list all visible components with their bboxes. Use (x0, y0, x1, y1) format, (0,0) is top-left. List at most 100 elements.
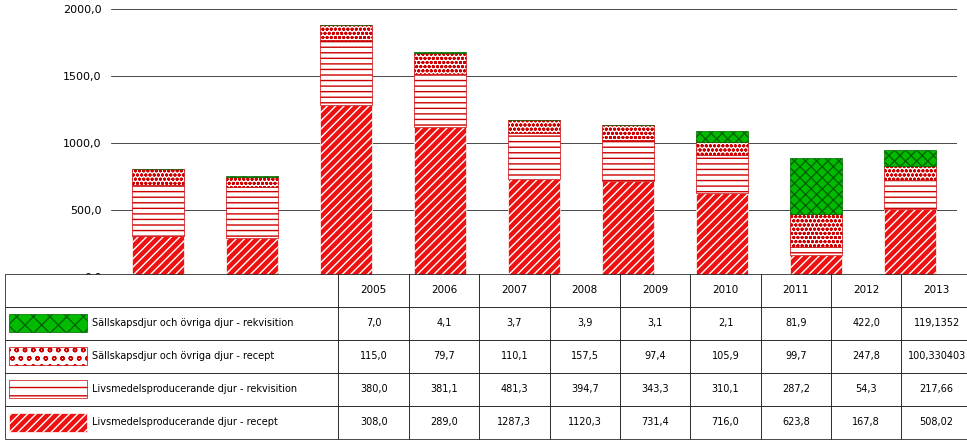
Bar (338, 340, 409, 373)
Bar (415, 74, 466, 127)
Bar (338, 274, 409, 307)
Bar (480, 373, 549, 406)
Bar (132, 185, 184, 236)
Text: 310,1: 310,1 (712, 384, 740, 394)
Bar (480, 340, 549, 373)
Bar (901, 307, 967, 340)
Bar (320, 105, 372, 277)
Text: 115,0: 115,0 (360, 351, 388, 361)
Bar (761, 274, 831, 307)
Text: 167,8: 167,8 (852, 417, 880, 427)
Text: 2009: 2009 (642, 285, 668, 295)
Bar (690, 274, 761, 307)
Bar (901, 340, 967, 373)
Text: 54,3: 54,3 (856, 384, 877, 394)
Text: 731,4: 731,4 (641, 417, 669, 427)
Text: 1287,3: 1287,3 (497, 417, 532, 427)
Text: 105,9: 105,9 (712, 351, 740, 361)
Text: 289,0: 289,0 (430, 417, 458, 427)
Text: 2011: 2011 (782, 285, 809, 295)
Text: Sällskapsdjur och övriga djur - rekvisition: Sällskapsdjur och övriga djur - rekvisit… (92, 318, 294, 328)
Bar (901, 274, 967, 307)
Text: 380,0: 380,0 (360, 384, 388, 394)
Bar (831, 307, 901, 340)
Text: 308,0: 308,0 (360, 417, 388, 427)
Bar (338, 307, 409, 340)
Bar (790, 255, 842, 277)
Bar (831, 274, 901, 307)
Text: 81,9: 81,9 (785, 318, 806, 328)
Bar (549, 340, 620, 373)
Text: 623,8: 623,8 (782, 417, 809, 427)
Bar (549, 307, 620, 340)
Text: 119,1352: 119,1352 (914, 318, 960, 328)
Bar (480, 406, 549, 439)
Bar (761, 406, 831, 439)
Bar (885, 166, 936, 180)
Text: 508,02: 508,02 (920, 417, 953, 427)
Bar (549, 406, 620, 439)
Bar (761, 340, 831, 373)
Text: 7,0: 7,0 (366, 318, 381, 328)
Bar (885, 180, 936, 209)
Bar (696, 155, 748, 194)
Bar (620, 274, 690, 307)
Text: 3,7: 3,7 (507, 318, 522, 328)
Bar (226, 238, 278, 277)
Text: 2,1: 2,1 (718, 318, 733, 328)
Text: 110,1: 110,1 (501, 351, 528, 361)
Bar (409, 307, 480, 340)
Bar (509, 120, 560, 133)
Text: 1120,3: 1120,3 (568, 417, 601, 427)
Bar (602, 125, 654, 139)
Bar (901, 406, 967, 439)
Text: 247,8: 247,8 (852, 351, 880, 361)
Bar (9, 380, 87, 398)
Bar (5, 406, 338, 439)
Text: 2010: 2010 (713, 285, 739, 295)
Bar (620, 373, 690, 406)
Bar (885, 150, 936, 166)
Text: 99,7: 99,7 (785, 351, 806, 361)
Text: 2012: 2012 (853, 285, 879, 295)
Bar (761, 307, 831, 340)
Bar (226, 187, 278, 238)
Text: 97,4: 97,4 (644, 351, 666, 361)
Text: 381,1: 381,1 (430, 384, 457, 394)
Bar (696, 142, 748, 155)
Text: 3,1: 3,1 (648, 318, 662, 328)
Bar (226, 176, 278, 177)
Text: 100,330403: 100,330403 (907, 351, 966, 361)
Bar (5, 340, 338, 373)
Bar (761, 373, 831, 406)
Bar (5, 274, 338, 307)
Bar (696, 131, 748, 142)
Text: 2008: 2008 (571, 285, 598, 295)
Bar (226, 177, 278, 187)
Bar (5, 307, 338, 340)
Bar (338, 373, 409, 406)
Bar (620, 406, 690, 439)
Bar (690, 406, 761, 439)
Text: 343,3: 343,3 (641, 384, 669, 394)
Text: 4,1: 4,1 (436, 318, 452, 328)
Bar (549, 373, 620, 406)
Bar (415, 53, 466, 74)
Text: 217,66: 217,66 (920, 384, 953, 394)
Text: Sällskapsdjur och övriga djur - recept: Sällskapsdjur och övriga djur - recept (92, 351, 275, 361)
Bar (409, 406, 480, 439)
Bar (320, 40, 372, 105)
Bar (132, 236, 184, 277)
Bar (415, 52, 466, 53)
Bar (480, 274, 549, 307)
Text: 481,3: 481,3 (501, 384, 528, 394)
Bar (409, 373, 480, 406)
Text: 287,2: 287,2 (782, 384, 810, 394)
Bar (415, 127, 466, 277)
Bar (320, 25, 372, 40)
Text: 2006: 2006 (431, 285, 457, 295)
Bar (696, 194, 748, 277)
Bar (885, 209, 936, 277)
Bar (620, 340, 690, 373)
Text: 2007: 2007 (501, 285, 528, 295)
